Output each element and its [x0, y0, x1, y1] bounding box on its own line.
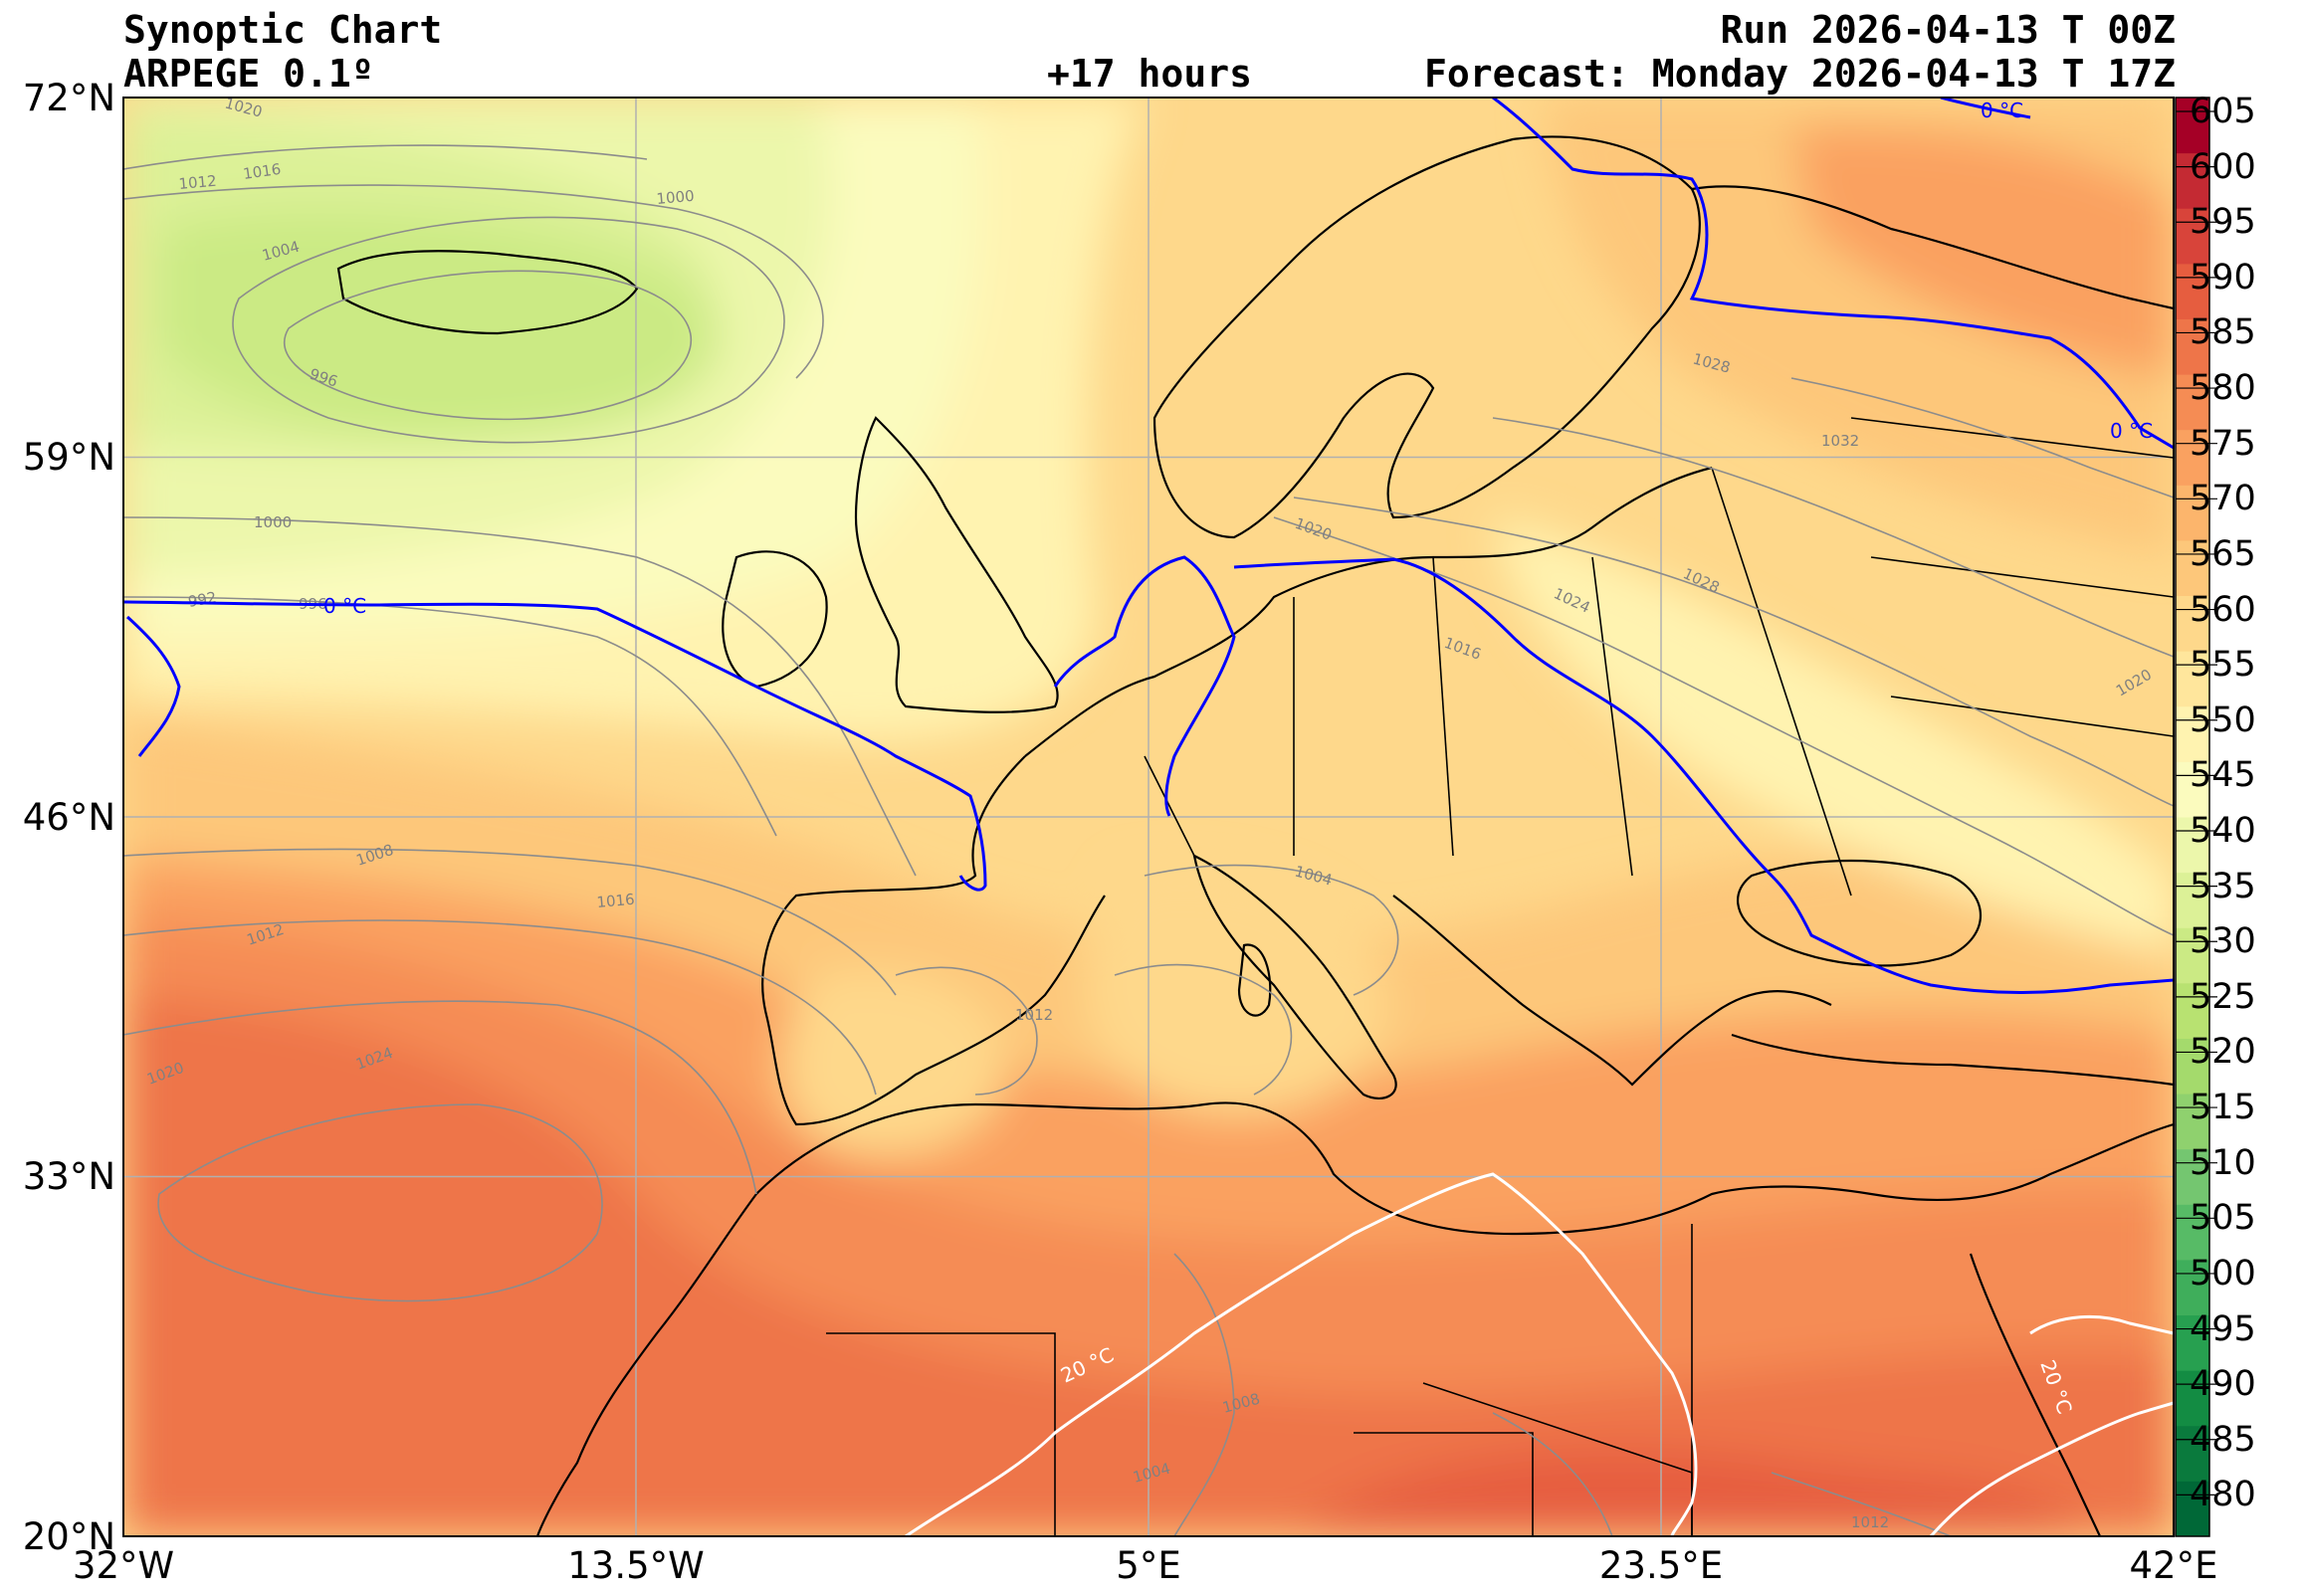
- colorbar-tick-label: 515: [2190, 1088, 2256, 1128]
- isotherm-0c: [123, 98, 2174, 994]
- colorbar-tick-label: 580: [2190, 368, 2256, 409]
- isobar-label: 992: [187, 588, 218, 611]
- colorbar-tick-label: 545: [2190, 755, 2256, 796]
- isobar-label: 1016: [242, 160, 282, 183]
- colorbar-tick-label: 565: [2190, 533, 2256, 574]
- isobar-label: 1000: [254, 513, 292, 531]
- colorbar-tick-label: 575: [2190, 423, 2256, 464]
- isotherm-0c-label: 0 °C: [323, 594, 366, 618]
- isotherm-0c-labels: 0 °C 0 °C 0 °C: [323, 99, 2153, 618]
- colorbar-tick-label: 505: [2190, 1198, 2256, 1239]
- colorbar-swatch: [2176, 1314, 2209, 1371]
- colorbar-frame: [2175, 97, 2210, 1537]
- colorbar-swatch: [2176, 927, 2209, 984]
- colorbar-swatch: [2176, 1425, 2209, 1482]
- chart-title: Synoptic Chart: [123, 8, 443, 52]
- colorbar-swatch: [2176, 595, 2209, 652]
- colorbar-tick-label: 550: [2190, 699, 2256, 740]
- latitude-tick-label: 20°N: [22, 1514, 115, 1558]
- colorbar-swatch: [2176, 374, 2209, 431]
- colorbar-tick-label: 480: [2190, 1475, 2256, 1515]
- isobar-label: 1012: [1851, 1513, 1889, 1531]
- colorbar-swatch: [2176, 817, 2209, 874]
- colorbar-tick-label: 495: [2190, 1308, 2256, 1349]
- colorbar-swatch: [2176, 651, 2209, 707]
- colorbar-tick-label: 585: [2190, 312, 2256, 353]
- colorbar-swatch: [2176, 761, 2209, 818]
- model-name: ARPEGE 0.1º: [123, 52, 374, 96]
- colorbar-tick-label: 510: [2190, 1142, 2256, 1183]
- colorbar-tick-label: 525: [2190, 976, 2256, 1017]
- isobar-label: 1032: [1821, 432, 1859, 450]
- colorbar-tick-label: 605: [2190, 92, 2256, 131]
- colorbar-swatch: [2176, 1038, 2209, 1095]
- latitude-tick-label: 46°N: [22, 795, 115, 839]
- run-time: Run 2026-04-13 T 00Z: [1720, 8, 2176, 52]
- colorbar-swatch: [2176, 263, 2209, 319]
- longitude-tick-label: 13.5°W: [567, 1544, 705, 1587]
- longitude-tick-label: 5°E: [1116, 1544, 1181, 1587]
- colorbar-tick-label: 535: [2190, 866, 2256, 906]
- longitude-tick-label: 32°W: [72, 1544, 175, 1587]
- colorbar-swatch: [2176, 705, 2209, 762]
- colorbar-swatch: [2176, 98, 2209, 154]
- colorbar-swatch: [2176, 152, 2209, 209]
- lead-time: +17 hours: [1047, 52, 1252, 96]
- colorbar-tick-label: 595: [2190, 202, 2256, 243]
- colorbar-swatch: [2176, 1094, 2209, 1150]
- colorbar-swatch: [2176, 1148, 2209, 1205]
- colorbar-tick-label: 560: [2190, 589, 2256, 630]
- colorbar-swatch: [2176, 872, 2209, 928]
- colorbar-tick-label: 540: [2190, 811, 2256, 851]
- colorbar-tick-label: 530: [2190, 921, 2256, 962]
- colorbar-swatch: [2176, 485, 2209, 541]
- colorbar-swatch: [2176, 318, 2209, 375]
- isobar-label: 1000: [656, 187, 696, 208]
- colorbar-swatch: [2176, 1481, 2209, 1537]
- latitude-tick-label: 72°N: [22, 76, 115, 119]
- colorbar-tick-label: 570: [2190, 479, 2256, 519]
- isotherm-20c: [905, 1172, 2174, 1536]
- latitude-tick-label: 59°N: [22, 436, 115, 479]
- colorbar: [2175, 97, 2217, 1537]
- isobar-label: 1012: [178, 172, 218, 193]
- isobar-label: 1012: [1015, 1006, 1053, 1024]
- colorbar-swatch: [2176, 1259, 2209, 1316]
- colorbar-tick-label: 490: [2190, 1364, 2256, 1405]
- colorbar-swatch: [2176, 208, 2209, 265]
- colorbar-tick-label: 590: [2190, 257, 2256, 298]
- isobars: [123, 144, 2174, 1536]
- colorbar-swatch: [2176, 539, 2209, 597]
- isotherm-0c-label: 0 °C: [2110, 419, 2153, 443]
- map-frame: [122, 97, 2175, 1537]
- forecast-time: Forecast: Monday 2026-04-13 T 17Z: [1424, 52, 2176, 96]
- isobar-label: 1016: [596, 891, 636, 911]
- longitude-tick-label: 42°E: [2129, 1544, 2218, 1587]
- colorbar-swatch: [2176, 1370, 2209, 1427]
- isotherm-0c-label: 0 °C: [1981, 99, 2023, 122]
- latitude-tick-label: 33°N: [22, 1155, 115, 1198]
- colorbar-tick-label: 485: [2190, 1419, 2256, 1460]
- longitude-tick-label: 23.5°E: [1598, 1544, 1724, 1587]
- colorbar-tick-label: 600: [2190, 146, 2256, 187]
- colorbar-swatch: [2176, 1204, 2209, 1261]
- colorbar-tick-label: 555: [2190, 645, 2256, 686]
- colorbar-tick-label: 520: [2190, 1032, 2256, 1073]
- colorbar-tick-label: 500: [2190, 1253, 2256, 1294]
- colorbar-swatch: [2176, 429, 2209, 486]
- colorbar-swatch: [2176, 982, 2209, 1039]
- coastlines: [336, 135, 2174, 1536]
